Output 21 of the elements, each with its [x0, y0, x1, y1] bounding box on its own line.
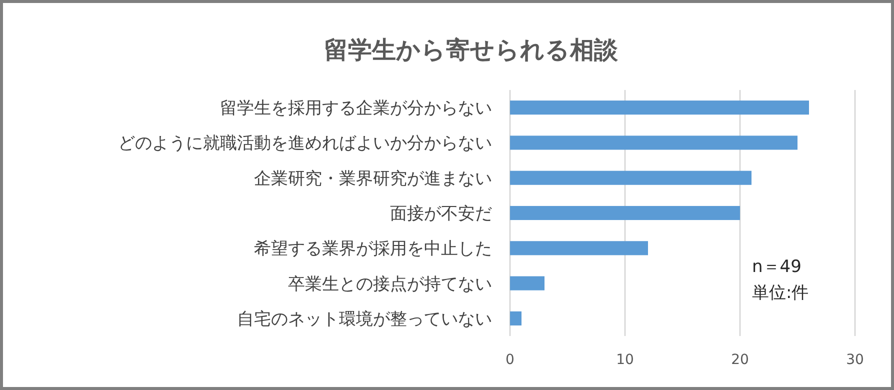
x-tick-label: 20	[731, 352, 749, 368]
annotation: n＝49	[752, 257, 802, 277]
y-tick-label: 卒業生との接点が持てない	[288, 274, 492, 294]
bar	[510, 136, 798, 150]
y-tick-label: 自宅のネット環境が整っていない	[237, 309, 492, 330]
x-tick-label: 0	[506, 352, 514, 368]
bar	[510, 276, 544, 290]
x-tick-label: 30	[846, 352, 864, 368]
y-tick-label: 企業研究・業界研究が進まない	[254, 168, 492, 189]
bar	[510, 241, 648, 256]
y-tick-label: 希望する業界が採用を中止した	[254, 239, 492, 260]
annotation: 単位:件	[752, 283, 809, 303]
x-tick-label: 10	[616, 352, 634, 368]
y-tick-label: どのように就職活動を進めればよいか分からない	[118, 134, 492, 154]
y-tick-label: 面接が不安だ	[390, 204, 492, 224]
bar	[510, 170, 752, 185]
bar	[510, 311, 522, 326]
bar	[510, 206, 740, 220]
bar	[510, 100, 809, 115]
title: 留学生から寄せられる相談	[324, 36, 618, 64]
y-tick-label: 留学生を採用する企業が分からない	[220, 98, 492, 119]
